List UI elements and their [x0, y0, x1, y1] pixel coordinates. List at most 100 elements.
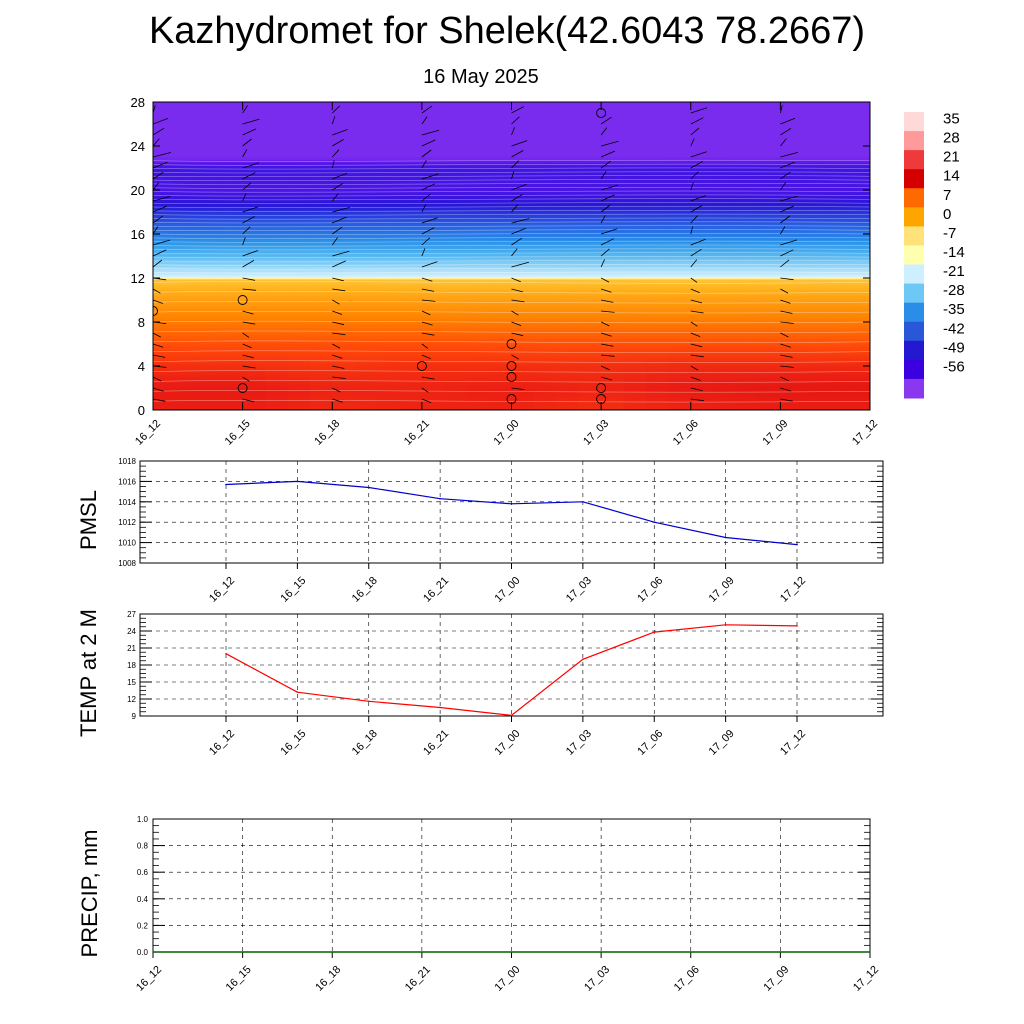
wind-barb — [242, 250, 259, 257]
heat-cell — [601, 115, 625, 120]
heat-cell — [309, 225, 333, 230]
heat-cell — [578, 250, 602, 254]
heat-cell — [175, 203, 199, 208]
heat-cell — [354, 327, 378, 331]
heat-cell — [489, 137, 513, 142]
heat-cell — [175, 311, 199, 315]
heat-cell — [780, 374, 804, 378]
heat-cell — [802, 352, 826, 356]
wind-barb — [511, 127, 515, 136]
heat-cell — [242, 313, 266, 318]
heat-cell — [623, 148, 647, 153]
heat-cell — [802, 357, 826, 362]
heat-cell — [466, 278, 490, 280]
wind-barb — [600, 150, 616, 158]
heat-cell — [713, 179, 737, 183]
heat-cell — [354, 407, 378, 410]
heat-cell — [533, 129, 557, 133]
heat-cell — [780, 256, 804, 260]
heat-cell — [802, 157, 826, 161]
heat-cell — [309, 195, 333, 199]
heat-cell — [175, 368, 199, 373]
calm-marker — [237, 295, 248, 305]
heat-cell — [578, 335, 602, 340]
heat-cell — [623, 355, 647, 359]
heat-cell — [780, 225, 804, 230]
heat-cell — [220, 379, 244, 384]
heat-cell — [489, 366, 513, 370]
wind-barb — [690, 332, 701, 337]
wind-barb — [511, 321, 522, 326]
heat-cell — [354, 292, 378, 296]
heat-cell — [578, 132, 602, 136]
heat-cell — [287, 279, 311, 283]
heat-cell — [332, 110, 356, 114]
heat-cell — [601, 379, 625, 384]
wind-barb — [331, 116, 336, 125]
heat-cell — [578, 308, 602, 312]
heat-cell — [220, 308, 244, 312]
heat-cell — [713, 289, 737, 293]
heat-cell — [556, 151, 580, 155]
heat-cell — [489, 247, 513, 252]
wind-barb — [153, 118, 169, 125]
heat-cell — [623, 104, 647, 109]
heat-cell — [489, 236, 513, 241]
heat-cell — [421, 407, 445, 410]
ytick-label: 27 — [127, 610, 136, 619]
heat-cell — [713, 352, 737, 356]
heat-cell — [601, 333, 625, 337]
heat-cell — [601, 236, 625, 241]
heat-cell — [623, 371, 647, 375]
heat-cell — [197, 115, 221, 120]
heat-cell — [825, 396, 849, 400]
heat-cell — [354, 286, 378, 291]
heat-cell — [645, 168, 669, 172]
heat-cell — [332, 242, 356, 246]
heat-cell — [444, 157, 468, 161]
heat-cell — [735, 404, 759, 408]
heat-cell — [466, 124, 490, 128]
heat-cell — [825, 102, 849, 106]
heat-cell — [668, 313, 692, 318]
heat-cell — [421, 284, 445, 288]
heat-cell — [377, 271, 401, 275]
heat-cell — [377, 352, 401, 356]
heat-cell — [175, 195, 199, 199]
heat-cell — [757, 316, 781, 320]
wind-barb — [242, 172, 256, 180]
heat-cell — [466, 187, 490, 191]
heat-cell — [578, 256, 602, 260]
heat-cell — [377, 110, 401, 114]
heat-cell — [332, 181, 356, 186]
ytick-label: 0.4 — [137, 895, 149, 904]
heat-cell — [489, 388, 513, 392]
heat-cell — [309, 284, 333, 288]
heat-cell — [757, 159, 781, 164]
heat-cell — [511, 338, 535, 342]
heat-cell — [668, 225, 692, 230]
heat-cell — [802, 135, 826, 139]
heat-cell — [735, 324, 759, 329]
heat-cell — [713, 184, 737, 188]
heat-cell — [354, 330, 378, 334]
heat-cell — [668, 388, 692, 392]
heat-cell — [153, 159, 177, 164]
heat-cell — [825, 279, 849, 283]
heat-cell — [354, 379, 378, 384]
heat-cell — [287, 225, 311, 230]
heat-cell — [668, 274, 692, 278]
heat-cell — [668, 294, 692, 298]
heat-cell — [757, 363, 781, 367]
heat-cell — [354, 266, 378, 270]
heat-cell — [623, 223, 647, 227]
wind-barb — [332, 343, 341, 349]
heat-cell — [444, 154, 468, 158]
heat-cell — [601, 206, 625, 210]
heat-cell — [668, 102, 692, 106]
heat-cell — [489, 110, 513, 114]
heat-cell — [197, 236, 221, 241]
heat-cell — [175, 102, 199, 106]
heat-cell — [645, 385, 669, 389]
heat-cell — [623, 121, 647, 125]
